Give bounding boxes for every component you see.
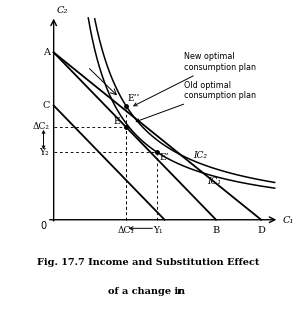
Text: Fig. 17.7 Income and Substitution Effect: Fig. 17.7 Income and Substitution Effect (37, 258, 260, 267)
Text: of a change in: of a change in (108, 287, 189, 296)
Text: A: A (43, 48, 50, 57)
Text: Y₂: Y₂ (40, 148, 49, 157)
Text: C₂: C₂ (57, 6, 68, 15)
Text: E: E (113, 117, 120, 126)
Text: r: r (177, 287, 182, 296)
Text: Y₁: Y₁ (153, 226, 162, 235)
Text: ΔC₂: ΔC₂ (32, 123, 49, 131)
Text: ΔC₁: ΔC₁ (117, 226, 134, 235)
Text: B: B (212, 226, 220, 235)
Text: D: D (257, 226, 265, 235)
Text: C: C (43, 101, 50, 110)
Text: C₁: C₁ (282, 216, 294, 225)
Text: IC₁: IC₁ (207, 177, 221, 186)
Text: E’: E’ (160, 153, 169, 163)
Text: New optimal
consumption plan: New optimal consumption plan (134, 53, 257, 106)
Text: IC₂: IC₂ (193, 151, 208, 160)
Text: E’’: E’’ (128, 94, 140, 103)
Text: Old optimal
consumption plan: Old optimal consumption plan (136, 81, 257, 122)
Text: 0: 0 (40, 221, 47, 231)
